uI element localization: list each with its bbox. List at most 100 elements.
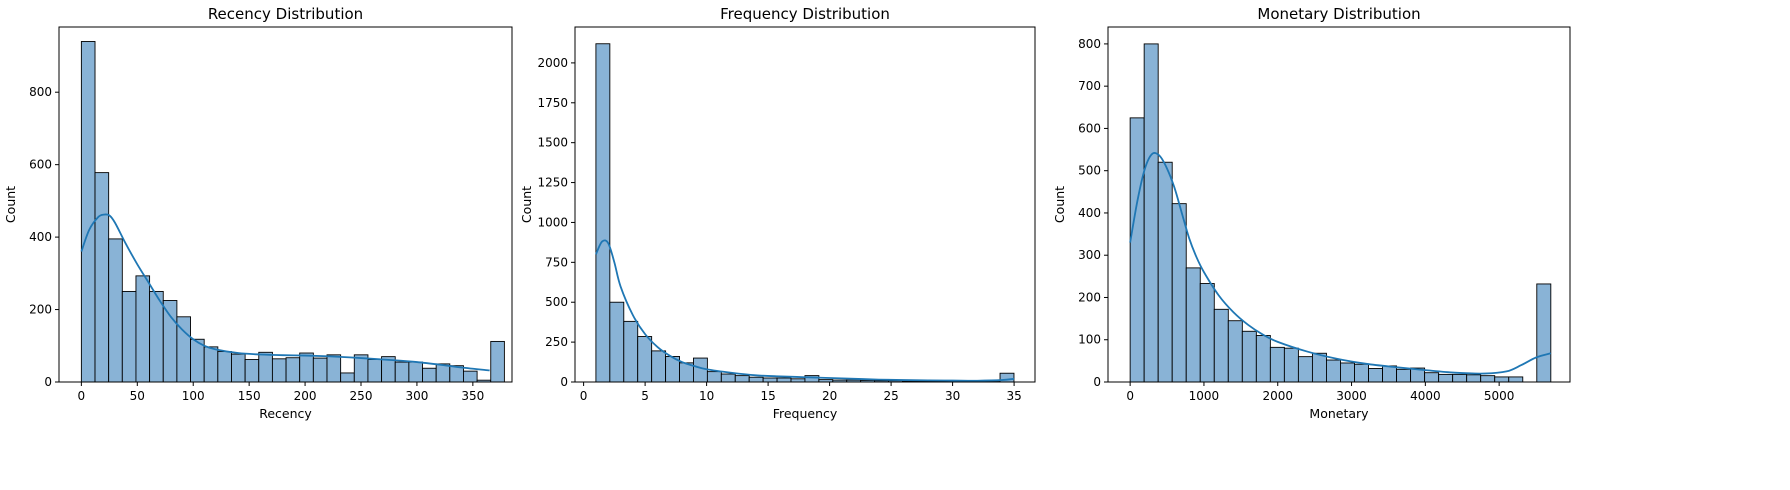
- x-tick-label: 15: [760, 389, 775, 403]
- axes-frame: [1107, 26, 1571, 383]
- histogram-bar: [1297, 356, 1313, 383]
- histogram-bar: [312, 357, 328, 383]
- histogram-bar: [1227, 320, 1243, 383]
- histogram-bar: [609, 301, 625, 383]
- histogram-bar: [203, 346, 219, 383]
- y-tick-label: 800: [29, 85, 52, 99]
- histogram-bar: [258, 351, 273, 383]
- histogram-bar: [762, 377, 778, 383]
- histogram-bar: [1396, 368, 1412, 383]
- histogram-bar: [299, 352, 314, 383]
- histogram-bar: [94, 172, 110, 383]
- y-tick-label: 1500: [537, 136, 568, 150]
- histogram-bar: [1241, 330, 1257, 383]
- y-axis-label: Count: [519, 186, 534, 223]
- x-tick-label: 4000: [1410, 389, 1441, 403]
- histogram-bar: [637, 336, 653, 383]
- histogram-bar: [748, 376, 764, 383]
- histogram-bar: [1480, 375, 1496, 383]
- histogram-bar: [693, 357, 708, 383]
- histogram-bar: [1466, 374, 1482, 383]
- x-tick-label: 25: [883, 389, 898, 403]
- histogram-bar: [734, 375, 750, 383]
- histogram-bar: [1129, 117, 1145, 383]
- x-tick-label: 250: [350, 389, 373, 403]
- histogram-bar: [1171, 203, 1187, 383]
- y-tick-label: 500: [1078, 164, 1101, 178]
- x-tick-label: 0: [580, 389, 588, 403]
- histogram-bar: [80, 41, 96, 383]
- x-axis-label: Recency: [259, 406, 312, 421]
- y-tick-label: 800: [1078, 37, 1101, 51]
- kde-line: [1129, 151, 1552, 375]
- histogram-bar: [623, 320, 639, 383]
- histogram-bar: [367, 359, 383, 383]
- y-tick-label: 750: [545, 255, 568, 269]
- y-tick-label: 500: [545, 295, 568, 309]
- y-tick-label: 200: [29, 303, 52, 317]
- chart-title: Monetary Distribution: [1257, 5, 1420, 23]
- y-tick-label: 400: [1078, 206, 1101, 220]
- histogram-bar: [1143, 43, 1159, 383]
- histogram-bar: [231, 353, 246, 383]
- x-tick-label: 10: [699, 389, 714, 403]
- histogram-bar: [1311, 352, 1327, 383]
- y-tick-label: 300: [1078, 248, 1101, 262]
- y-tick-label: 1250: [537, 176, 568, 190]
- histogram-bar: [135, 275, 151, 383]
- y-axis-label: Count: [1052, 186, 1067, 223]
- y-tick-label: 100: [1078, 333, 1101, 347]
- y-tick-label: 250: [545, 335, 568, 349]
- histogram-bar: [244, 359, 260, 383]
- histogram-bar: [776, 377, 792, 383]
- x-tick-label: 350: [461, 389, 484, 403]
- histogram-bar: [651, 350, 667, 383]
- histogram-bar: [1213, 308, 1229, 383]
- kde-line: [80, 213, 490, 372]
- x-tick-label: 200: [294, 389, 317, 403]
- chart-2: 0 5 10 15 20 25 30 35 0 250 500 750 1000 1250 1500 1750…: [519, 5, 1036, 421]
- x-axis-label: Monetary: [1309, 406, 1369, 421]
- x-tick-label: 300: [405, 389, 428, 403]
- histogram-bar: [121, 290, 137, 383]
- histogram-bar: [285, 357, 301, 383]
- histogram-bar: [595, 43, 611, 383]
- x-tick-label: 3000: [1336, 389, 1367, 403]
- y-tick-label: 200: [1078, 290, 1101, 304]
- x-tick-label: 30: [945, 389, 960, 403]
- y-tick-label: 700: [1078, 79, 1101, 93]
- histogram-bar: [162, 300, 178, 383]
- y-tick-label: 1750: [537, 96, 568, 110]
- x-tick-label: 50: [130, 389, 145, 403]
- histogram-bar: [1452, 373, 1468, 383]
- histogram-bar: [1354, 363, 1369, 383]
- histogram-bar: [1508, 376, 1524, 383]
- x-tick-label: 20: [822, 389, 837, 403]
- axes-frame: [58, 26, 513, 383]
- histogram-bar: [149, 290, 164, 383]
- histogram-bar: [1255, 335, 1271, 383]
- x-tick-label: 0: [78, 389, 86, 403]
- histogram-bar: [706, 371, 722, 383]
- histogram-bar: [1438, 373, 1454, 383]
- x-tick-label: 1000: [1189, 389, 1220, 403]
- y-tick-label: 0: [44, 375, 52, 389]
- histogram-bar: [1283, 347, 1299, 383]
- y-tick-label: 0: [560, 375, 568, 389]
- x-tick-label: 0: [1126, 389, 1134, 403]
- y-axis-label: Count: [3, 186, 18, 223]
- y-tick-label: 600: [29, 158, 52, 172]
- histogram-bar: [1340, 362, 1355, 383]
- x-axis-label: Frequency: [773, 406, 838, 421]
- chart-3: 0 1000 2000 3000 4000 5000 0 100 200 300 400 500 600…: [1052, 5, 1571, 421]
- histogram-bar: [422, 367, 437, 383]
- x-tick-label: 5: [641, 389, 649, 403]
- histogram-bar: [271, 358, 287, 383]
- histogram-bar: [1424, 372, 1440, 383]
- axes-frame: [574, 26, 1036, 383]
- y-tick-label: 400: [29, 230, 52, 244]
- histogram-bar: [1157, 161, 1173, 383]
- x-tick-label: 35: [1006, 389, 1021, 403]
- histogram-bar: [394, 361, 410, 383]
